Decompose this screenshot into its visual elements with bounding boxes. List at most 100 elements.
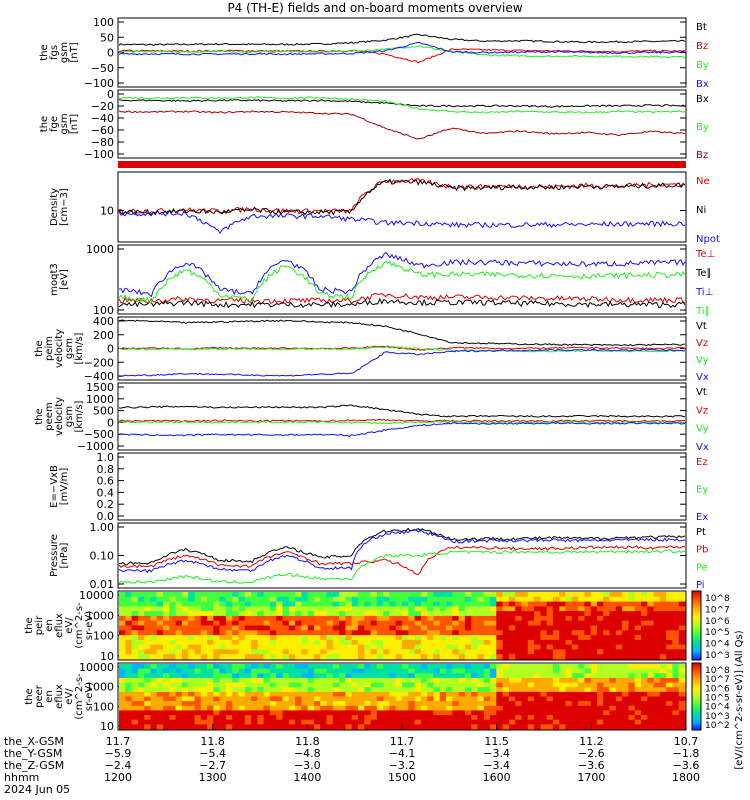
ylabel-panel-1: [nT] [69, 42, 80, 62]
series-By [119, 96, 686, 114]
xtick-label: −4.1 [389, 747, 416, 760]
series-Vt [118, 404, 686, 418]
legend-Vz: Vz [696, 338, 708, 349]
legend-Ne: Ne [696, 176, 710, 187]
ytick-label: 10 [100, 650, 114, 663]
ytick-label: 200 [93, 329, 114, 342]
ylabel-panel-9: sr-eV) [84, 611, 95, 640]
ylabel-panel-10: peer [34, 684, 45, 708]
series-Bz [118, 110, 686, 140]
ylabel-panel-9: eflux [54, 613, 65, 638]
legend-Bt: Bt [696, 22, 707, 33]
xtick-label: −2.6 [578, 747, 605, 760]
colorbar-9 [691, 590, 702, 661]
spectrogram-panel-9 [119, 592, 686, 660]
ytick-label: −1000 [77, 440, 114, 453]
ylabel-panel-9: peir [34, 615, 45, 635]
ylabel-panel-9: en [44, 619, 55, 632]
colorbar-tick: 10^7 [705, 675, 730, 685]
legend-Bz: Bz [696, 150, 708, 161]
xtick-label: 11.8 [295, 735, 320, 748]
series-Ni [118, 178, 686, 216]
ytick-label: 1000 [86, 609, 114, 622]
series-Vz [118, 418, 686, 423]
ytick-label: 1.00 [90, 521, 115, 534]
ylabel-panel-10: the [24, 688, 35, 704]
ytick-label: 0.10 [90, 550, 115, 563]
ytick-label: −100 [84, 148, 114, 161]
series-Npot [118, 210, 686, 235]
series-Bx [118, 99, 686, 108]
colorbar-tick: 10^3 [705, 712, 730, 722]
legend-Pt: Pt [696, 527, 706, 538]
xtick-label: −3.4 [483, 747, 510, 760]
xaxis-row-label: the_X-GSM [4, 735, 64, 748]
legend-Pi: Pi [696, 580, 705, 591]
series-Pe [118, 549, 686, 584]
ylabel-panel-1: fgs [49, 45, 60, 60]
colorbar-tick: 10^6 [705, 617, 730, 627]
xtick-label: −2.4 [105, 759, 132, 772]
plot-title: P4 (TH-E) fields and on-board moments ov… [227, 1, 523, 15]
legend-Vx: Vx [696, 442, 709, 453]
series-Pb [118, 545, 686, 576]
plot-date: 2024 Jun 05 [4, 783, 70, 796]
ylabel-panel-3: [cm−3] [59, 188, 70, 226]
ylabel-panel-10: sr-eV) [84, 682, 95, 711]
legend-Te⊥: Te⊥ [695, 249, 715, 260]
legend-Bz: Bz [696, 41, 708, 52]
xtick-label: −1.8 [673, 747, 700, 760]
ytick-label: 100 [93, 630, 114, 643]
xtick-label: 1400 [293, 771, 321, 784]
ytick-label: 10 [100, 205, 114, 218]
panel-frame-6 [117, 382, 687, 451]
ytick-label: 1.0 [97, 451, 115, 464]
ytick-label: −40 [91, 112, 114, 125]
colorbar-tick: 10^7 [705, 605, 730, 615]
legend-By: By [696, 122, 709, 133]
ytick-label: −500 [84, 428, 114, 441]
legend-Ez: Ez [696, 457, 708, 468]
xtick-label: 1200 [104, 771, 132, 784]
ytick-label: 10000 [79, 661, 114, 674]
xtick-label: −3.2 [389, 759, 416, 772]
ylabel-panel-1: gsm [59, 42, 70, 63]
ylabel-panel-9: the [24, 617, 35, 633]
ylabel-panel-1: the [39, 44, 50, 60]
ytick-label: 0.4 [97, 486, 115, 499]
xtick-label: 11.5 [484, 735, 509, 748]
ytick-label: 0 [107, 416, 114, 429]
legend-Pe: Pe [696, 562, 708, 573]
ytick-label: −50 [91, 62, 114, 75]
series-Ti⊥ [118, 251, 686, 298]
ytick-label: 100 [93, 304, 114, 317]
ytick-label: 0.8 [97, 463, 115, 476]
ytick-label: 1500 [86, 381, 114, 394]
ytick-label: 0.0 [97, 510, 115, 523]
ylabel-panel-2: gsm [59, 113, 70, 134]
series-Ti∥ [118, 260, 686, 304]
panel-frame-3 [117, 171, 687, 243]
xtick-label: 1700 [577, 771, 605, 784]
ytick-label: 1000 [86, 681, 114, 694]
xtick-label: −2.7 [199, 759, 226, 772]
ylabel-panel-7: [mV/m] [59, 468, 70, 506]
ylabel-panel-10: (cm^2-s- [74, 673, 85, 720]
ylabel-panel-4: [eV] [59, 269, 70, 290]
legend-Bx: Bx [696, 79, 709, 90]
legend-By: By [696, 60, 709, 71]
ylabel-panel-10: en [44, 690, 55, 703]
ytick-label: 10 [100, 720, 114, 733]
ylabel-panel-2: the [39, 116, 50, 132]
ylabel-panel-9: (cm^2-s- [74, 602, 85, 649]
colorbar-tick: 10^3 [705, 651, 730, 661]
ytick-label: 1000 [86, 243, 114, 256]
series-Vt [118, 319, 686, 347]
xtick-label: 1800 [672, 771, 700, 784]
series-Te∥ [118, 297, 686, 309]
ylabel-panel-5: the [34, 340, 45, 356]
legend-Ni: Ni [696, 205, 706, 216]
series-Ne [118, 178, 686, 215]
xtick-label: 1500 [388, 771, 416, 784]
